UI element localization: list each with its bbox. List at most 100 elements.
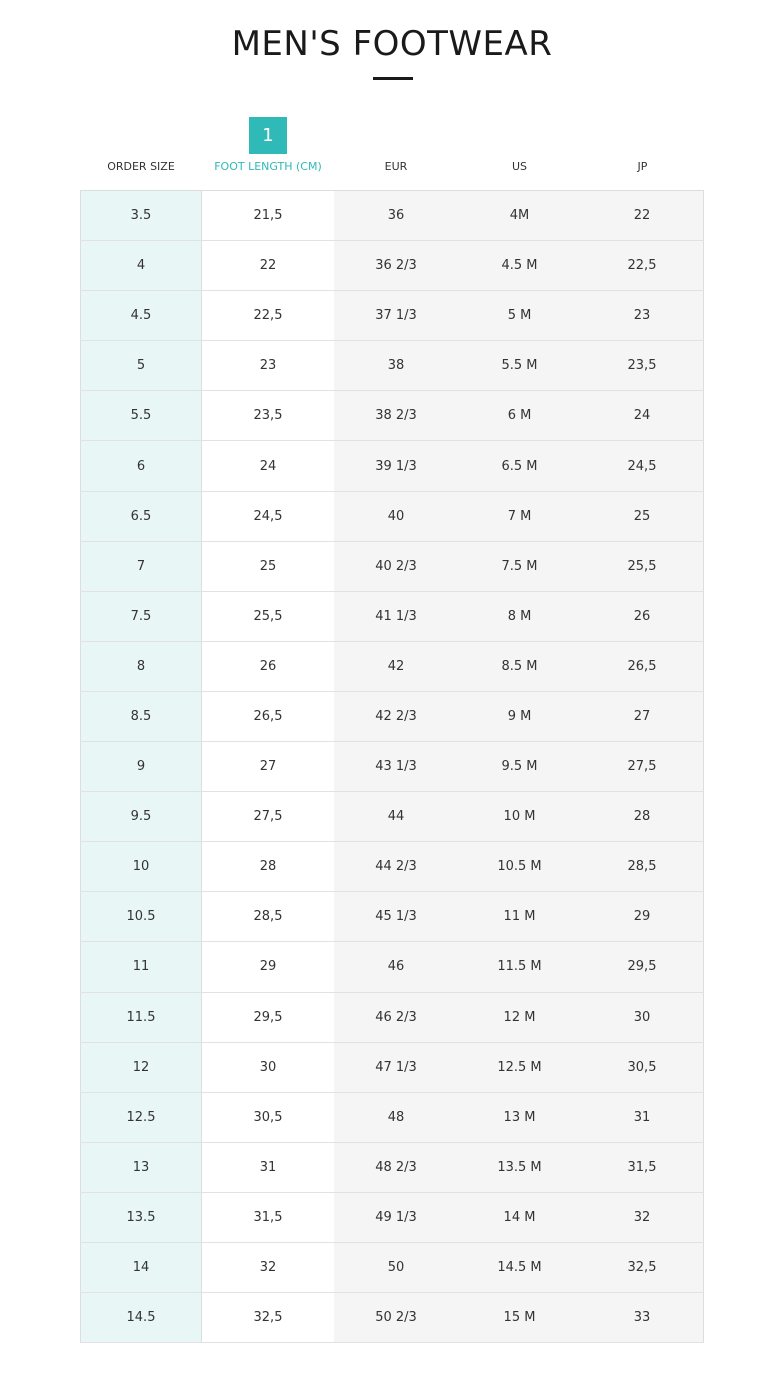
cell-eur: 46 2/3 [334, 992, 458, 1042]
cell-foot-length: 31 [202, 1142, 334, 1192]
cell-order-size: 4 [80, 241, 202, 291]
header-foot-length: FOOT LENGTH (CM) [214, 160, 322, 173]
cell-jp: 32,5 [581, 1242, 704, 1293]
cell-eur: 38 2/3 [334, 391, 458, 441]
cell-foot-length: 27 [202, 742, 334, 792]
cell-jp: 25 [581, 491, 704, 541]
cell-eur: 50 [334, 1242, 458, 1293]
cell-foot-length: 28 [202, 842, 334, 892]
cell-eur: 37 1/3 [334, 291, 458, 341]
cell-eur: 44 [334, 792, 458, 842]
cell-jp: 23,5 [581, 341, 704, 391]
table-row: 10 28 44 2/3 10.5 M 28,5 [80, 842, 704, 893]
cell-jp: 27,5 [581, 742, 704, 792]
cell-order-size: 5.5 [80, 391, 202, 441]
cell-order-size: 7 [80, 541, 202, 591]
table-row: 8 26 42 8.5 M 26,5 [80, 641, 704, 692]
cell-foot-length: 21,5 [202, 191, 334, 241]
table-row: 7.5 25,5 41 1/3 8 M 26 [80, 591, 704, 642]
table-row: 10.5 28,5 45 1/3 11 M 29 [80, 892, 704, 943]
cell-foot-length: 29,5 [202, 992, 334, 1042]
cell-foot-length: 32,5 [202, 1293, 334, 1343]
table-row: 5.5 23,5 38 2/3 6 M 24 [80, 391, 704, 442]
cell-foot-length: 32 [202, 1242, 334, 1293]
cell-eur: 50 2/3 [334, 1293, 458, 1343]
cell-eur: 40 2/3 [334, 541, 458, 591]
cell-order-size: 4.5 [80, 291, 202, 341]
table-row: 14 32 50 14.5 M 32,5 [80, 1242, 704, 1294]
cell-jp: 33 [581, 1293, 704, 1343]
cell-us: 14.5 M [458, 1242, 581, 1293]
cell-order-size: 8 [80, 641, 202, 691]
step-badge: 1 [249, 117, 287, 154]
cell-jp: 27 [581, 691, 704, 742]
title-underline [373, 77, 413, 80]
cell-order-size: 10.5 [80, 892, 202, 942]
cell-jp: 26 [581, 591, 704, 641]
cell-order-size: 6 [80, 441, 202, 491]
cell-eur: 39 1/3 [334, 441, 458, 491]
cell-eur: 43 1/3 [334, 742, 458, 792]
cell-foot-length: 31,5 [202, 1192, 334, 1242]
cell-order-size: 3.5 [80, 191, 202, 241]
cell-order-size: 13.5 [80, 1192, 202, 1242]
cell-order-size: 9 [80, 742, 202, 792]
cell-foot-length: 24 [202, 441, 334, 491]
cell-order-size: 5 [80, 341, 202, 391]
cell-us: 6 M [458, 391, 581, 441]
cell-us: 13.5 M [458, 1142, 581, 1192]
cell-eur: 49 1/3 [334, 1192, 458, 1242]
cell-us: 5 M [458, 291, 581, 341]
cell-foot-length: 26,5 [202, 691, 334, 742]
cell-order-size: 13 [80, 1142, 202, 1192]
cell-jp: 29 [581, 892, 704, 942]
cell-us: 10 M [458, 792, 581, 842]
cell-jp: 22,5 [581, 241, 704, 291]
cell-order-size: 14.5 [80, 1293, 202, 1343]
cell-jp: 26,5 [581, 641, 704, 691]
cell-foot-length: 22,5 [202, 291, 334, 341]
cell-order-size: 12.5 [80, 1092, 202, 1142]
cell-foot-length: 30,5 [202, 1092, 334, 1142]
cell-eur: 48 2/3 [334, 1142, 458, 1192]
table-row: 3.5 21,5 36 4M 22 [80, 191, 704, 242]
cell-jp: 31,5 [581, 1142, 704, 1192]
cell-us: 12.5 M [458, 1042, 581, 1092]
header-jp: JP [637, 160, 648, 173]
cell-jp: 29,5 [581, 942, 704, 992]
table-row: 6 24 39 1/3 6.5 M 24,5 [80, 441, 704, 492]
table-row: 4 22 36 2/3 4.5 M 22,5 [80, 241, 704, 292]
header-eur: EUR [384, 160, 408, 173]
cell-jp: 30 [581, 992, 704, 1042]
cell-us: 14 M [458, 1192, 581, 1242]
cell-foot-length: 25 [202, 541, 334, 591]
cell-us: 9 M [458, 691, 581, 742]
table-row: 6.5 24,5 40 7 M 25 [80, 491, 704, 542]
table-row: 12 30 47 1/3 12.5 M 30,5 [80, 1042, 704, 1093]
cell-us: 7 M [458, 491, 581, 541]
cell-jp: 25,5 [581, 541, 704, 591]
cell-eur: 45 1/3 [334, 892, 458, 942]
cell-eur: 48 [334, 1092, 458, 1142]
cell-order-size: 9.5 [80, 792, 202, 842]
cell-foot-length: 30 [202, 1042, 334, 1092]
cell-order-size: 6.5 [80, 491, 202, 541]
page-title: MEN'S FOOTWEAR [231, 24, 553, 64]
cell-order-size: 10 [80, 842, 202, 892]
cell-eur: 47 1/3 [334, 1042, 458, 1092]
cell-order-size: 11 [80, 942, 202, 992]
cell-us: 10.5 M [458, 842, 581, 892]
cell-order-size: 14 [80, 1242, 202, 1293]
table-row: 5 23 38 5.5 M 23,5 [80, 341, 704, 392]
cell-foot-length: 26 [202, 641, 334, 691]
cell-foot-length: 29 [202, 942, 334, 992]
table-header: ORDER SIZE FOOT LENGTH (CM) EUR US JP [80, 160, 704, 173]
cell-eur: 40 [334, 491, 458, 541]
header-order-size: ORDER SIZE [107, 160, 175, 173]
size-table: 3.5 21,5 36 4M 22 4 22 36 2/3 4.5 M 22,5 4.5 22,5 37… [80, 190, 704, 1344]
cell-jp: 24 [581, 391, 704, 441]
cell-foot-length: 24,5 [202, 491, 334, 541]
cell-order-size: 12 [80, 1042, 202, 1092]
cell-foot-length: 27,5 [202, 792, 334, 842]
cell-us: 8.5 M [458, 641, 581, 691]
